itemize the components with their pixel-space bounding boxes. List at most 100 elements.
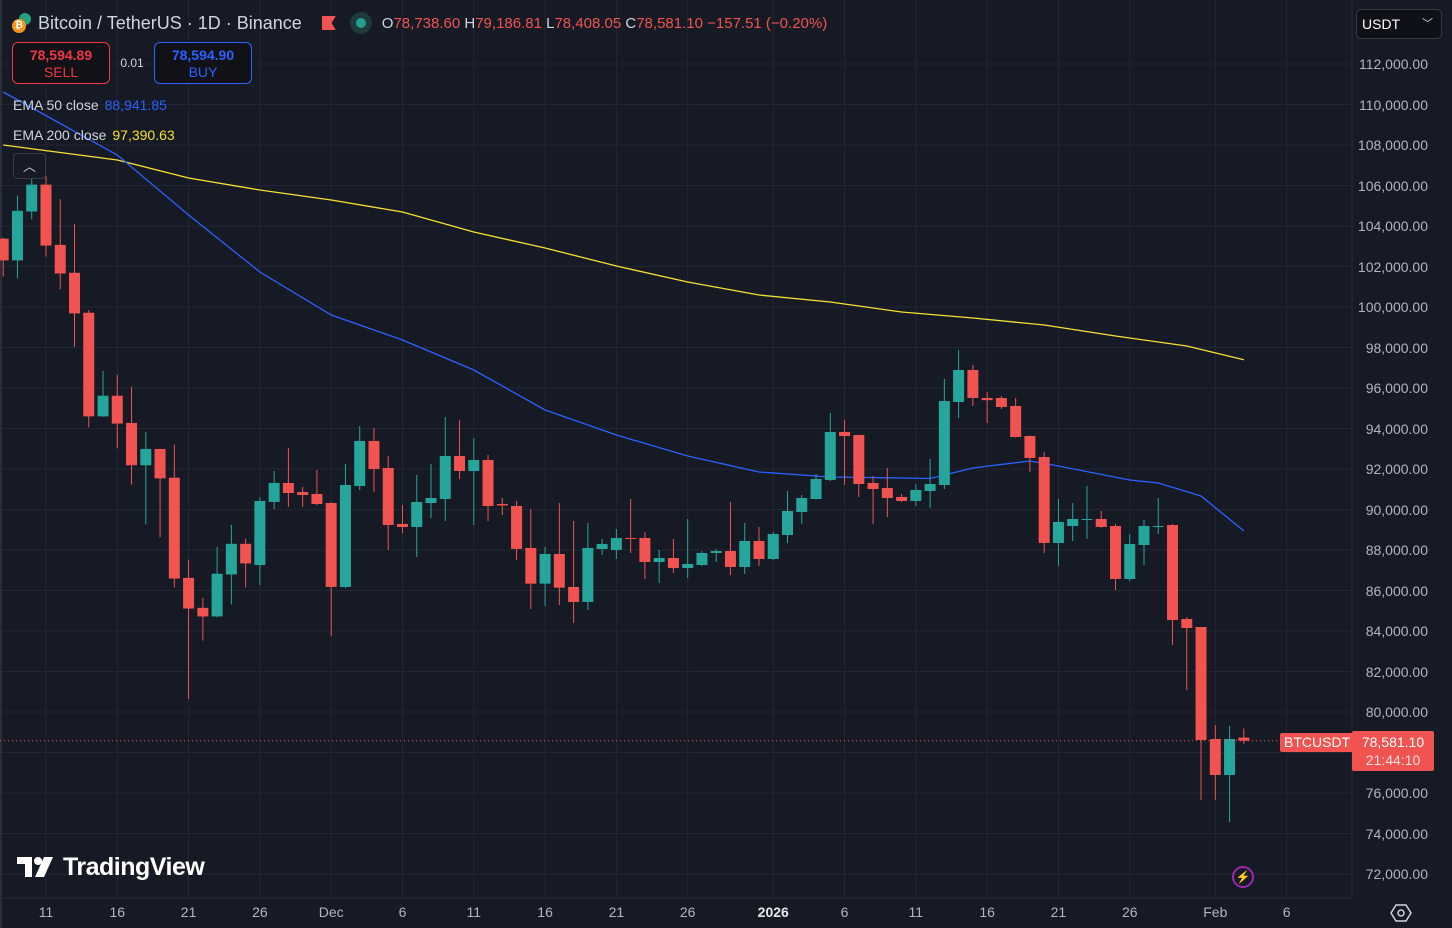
symbol-title[interactable]: Bitcoin / TetherUS · 1D · Binance xyxy=(38,12,302,33)
candle-body xyxy=(1181,618,1193,628)
time-tick-label: 11 xyxy=(38,904,54,920)
candle xyxy=(924,458,936,508)
bitcoin-icon: ₿ xyxy=(12,13,32,33)
candle-body xyxy=(26,184,38,212)
candle-body xyxy=(625,537,637,539)
candle xyxy=(796,494,808,524)
ema-200-value: 97,390.63 xyxy=(112,127,175,143)
candles xyxy=(0,172,1250,822)
candle xyxy=(0,237,9,277)
tradingview-logo[interactable]: TradingView xyxy=(17,853,205,882)
sell-price: 78,594.89 xyxy=(29,47,93,63)
currency-select[interactable]: USDT ﹀ xyxy=(1356,9,1442,39)
ema200-path xyxy=(3,144,1244,361)
candle xyxy=(1052,498,1064,566)
high-value: 79,186.81 xyxy=(475,14,542,32)
candle-body xyxy=(1052,521,1064,543)
ema-50-legend[interactable]: EMA 50 close 88,941.85 xyxy=(13,97,167,113)
candle-body xyxy=(1195,626,1207,740)
price-tick-label: 106,000.00 xyxy=(1357,177,1428,194)
candle xyxy=(724,501,736,575)
trade-panel: 78,594.89 SELL 0.01 78,594.90 BUY xyxy=(12,42,252,84)
price-tick-label: 104,000.00 xyxy=(1357,218,1428,234)
price-tick-label: 90,000.00 xyxy=(1365,501,1428,518)
price-tick-label: 112,000.00 xyxy=(1358,56,1428,72)
market-status-icon[interactable] xyxy=(349,12,372,34)
candle xyxy=(1124,533,1136,581)
candle xyxy=(126,386,138,485)
close-label: C xyxy=(625,14,637,32)
candle-body xyxy=(54,244,66,274)
candle-body xyxy=(938,400,950,485)
candle xyxy=(282,447,294,507)
candle xyxy=(938,378,950,489)
candle xyxy=(582,522,594,610)
candle xyxy=(425,463,437,518)
price-tick-label: 80,000.00 xyxy=(1365,704,1428,720)
candle xyxy=(240,538,252,588)
low-label: L xyxy=(546,14,555,32)
price-tick-label: 92,000.00 xyxy=(1365,461,1428,477)
candle-body xyxy=(183,577,195,609)
candle-body xyxy=(425,497,437,503)
candle-body xyxy=(11,210,23,261)
sell-button[interactable]: 78,594.89 SELL xyxy=(12,42,110,84)
candle-body xyxy=(368,440,380,469)
time-tick-label: 6 xyxy=(1282,904,1291,920)
candle-body xyxy=(596,543,608,549)
candle-body xyxy=(0,238,9,261)
lightning-icon[interactable]: ⚡ xyxy=(1232,866,1254,888)
candle-body xyxy=(853,434,865,484)
candle-body xyxy=(439,455,451,499)
candle-body xyxy=(582,547,594,602)
collapse-legend-button[interactable]: ︿ xyxy=(13,153,46,179)
candle xyxy=(54,199,66,290)
candle-body xyxy=(739,540,751,567)
flag-icon[interactable] xyxy=(321,16,336,30)
candle xyxy=(1209,724,1221,801)
candle-body xyxy=(653,557,665,562)
chevron-down-icon: ﹀ xyxy=(1422,18,1433,30)
candle xyxy=(953,349,965,418)
candle-body xyxy=(610,537,622,550)
candle-body xyxy=(1209,738,1221,775)
candle-body xyxy=(553,553,565,588)
candle xyxy=(1138,519,1150,565)
candle xyxy=(525,508,537,609)
candle-body xyxy=(240,543,252,564)
candle xyxy=(111,374,123,449)
candle-body xyxy=(639,537,651,562)
ema-200-legend[interactable]: EMA 200 close 97,390.63 xyxy=(13,127,175,143)
price-tick-label: 82,000.00 xyxy=(1365,663,1428,680)
candle xyxy=(568,520,580,623)
price-tick-label: 100,000.00 xyxy=(1357,299,1428,315)
candle-body xyxy=(83,312,95,417)
candle-body xyxy=(126,422,138,466)
ema-200-label: EMA 200 close xyxy=(13,127,107,143)
candle-body xyxy=(867,482,879,489)
candle xyxy=(739,522,751,574)
candle-body xyxy=(1167,524,1179,620)
spread-value: 0.01 xyxy=(120,56,144,70)
candle xyxy=(197,597,209,641)
buy-button[interactable]: 78,594.90 BUY xyxy=(154,42,252,84)
ema50-path xyxy=(2,91,1245,532)
price-tick-label: 102,000.00 xyxy=(1357,258,1428,275)
currency-value: USDT xyxy=(1362,16,1401,32)
candle xyxy=(396,504,408,533)
candle-body xyxy=(211,573,223,617)
last-price-value: 78,581.10 xyxy=(1361,734,1425,750)
candle-body xyxy=(140,448,152,466)
time-tick-label: 16 xyxy=(537,904,553,920)
candle-body xyxy=(1010,405,1022,437)
candle xyxy=(26,172,38,220)
time-tick-label: 6 xyxy=(840,904,849,920)
candle-body xyxy=(1038,456,1050,543)
price-tick-label: 76,000.00 xyxy=(1365,785,1428,801)
ohlc-readout: O78,738.60 H79,186.81 L78,408.05 C78,581… xyxy=(382,15,827,32)
time-tick-label: 16 xyxy=(979,904,995,920)
settings-icon[interactable] xyxy=(1390,902,1412,924)
candle-body xyxy=(325,502,337,587)
candle-body xyxy=(981,397,993,401)
